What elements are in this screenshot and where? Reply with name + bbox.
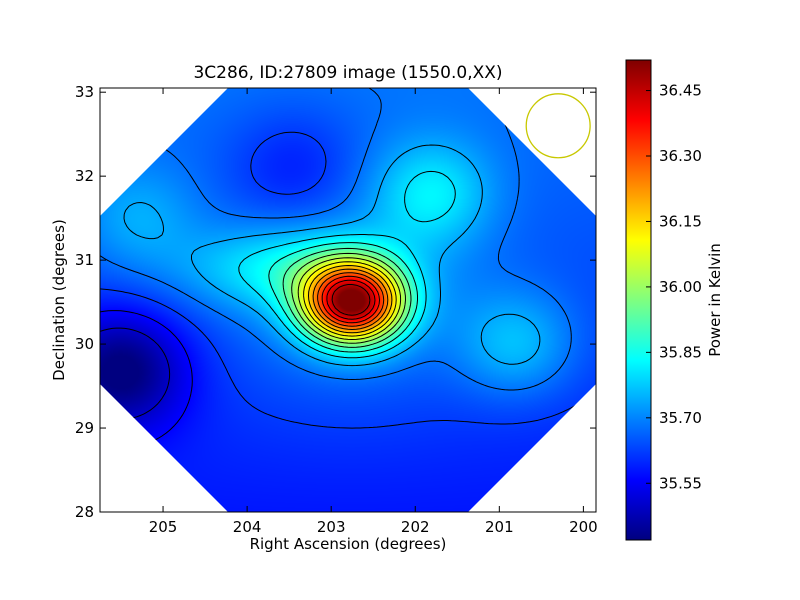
chart-title: 3C286, ID:27809 image (1550.0,XX) <box>193 63 502 83</box>
contour-line <box>297 257 402 340</box>
y-tick-label: 33 <box>75 83 94 101</box>
colorbar-label: Power in Kelvin <box>706 243 724 357</box>
contour-line <box>326 279 376 320</box>
y-tick-label: 30 <box>75 335 94 353</box>
y-tick-label: 31 <box>75 251 94 269</box>
contour-line <box>282 247 412 348</box>
y-tick-label: 28 <box>75 503 94 521</box>
contour-line <box>291 252 406 344</box>
colorbar-tick-label: 36.00 <box>659 278 702 296</box>
contour-line <box>238 170 456 359</box>
contour-line <box>268 242 418 353</box>
x-tick-label: 202 <box>401 518 430 536</box>
y-axis-label: Declination (degrees) <box>50 219 68 381</box>
plot-frame <box>99 87 597 513</box>
x-axis-label: Right Ascension (degrees) <box>250 535 447 553</box>
contour-lines <box>100 88 596 449</box>
x-tick-label: 201 <box>485 518 514 536</box>
colorbar <box>625 59 652 541</box>
contour-line <box>317 272 385 327</box>
contour-line <box>331 284 371 316</box>
x-tick-label: 200 <box>569 518 598 536</box>
beam-marker <box>525 93 591 159</box>
colorbar-tick-label: 36.45 <box>659 82 702 100</box>
x-tick-label: 203 <box>317 518 346 536</box>
colorbar-tick-label: 35.55 <box>659 474 702 492</box>
colorbar-tick-label: 36.30 <box>659 147 702 165</box>
contour-line <box>123 144 541 367</box>
colorbar-tick-label: 36.15 <box>659 212 702 230</box>
contour-line <box>312 268 389 330</box>
colorbar-axis: 35.55 35.70 35.85 36.00 36.15 36.30 36.45 <box>646 82 702 492</box>
y-axis: 28 29 30 31 32 33 <box>75 83 596 521</box>
colorbar-tick-label: 35.70 <box>659 409 702 427</box>
x-tick-label: 204 <box>233 518 262 536</box>
y-tick-label: 29 <box>75 419 94 437</box>
x-axis: 205 204 203 202 201 200 <box>149 88 598 536</box>
contour-line <box>303 261 397 337</box>
plot-area <box>100 88 596 512</box>
y-tick-label: 32 <box>75 167 94 185</box>
heatmap-image <box>100 88 596 512</box>
contour-line <box>308 265 393 334</box>
contour-line <box>321 275 380 324</box>
colorbar-tick-label: 35.85 <box>659 343 702 361</box>
x-tick-label: 205 <box>149 518 178 536</box>
